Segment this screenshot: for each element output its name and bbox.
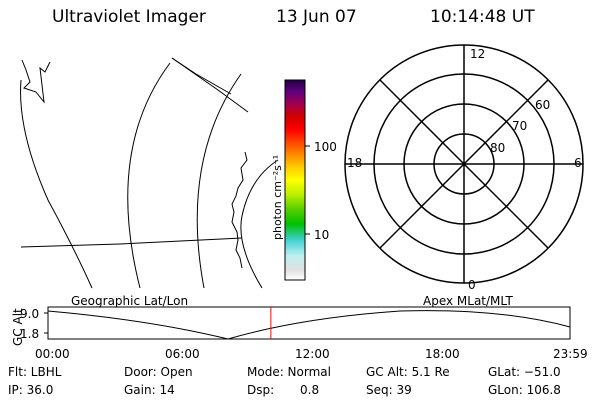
colorbar-unit-label: photon cm⁻²s⁻¹: [271, 154, 284, 240]
polar-lat-60: 60: [535, 98, 551, 112]
coastline-top-left: [21, 59, 51, 104]
apex-frame-label: Apex MLat/MLT: [423, 294, 513, 308]
app-title: Ultraviolet Imager: [52, 7, 206, 27]
timeline-xtick-0000: 00:00: [35, 347, 70, 361]
timeline-xtick-0600: 06:00: [165, 347, 200, 361]
info-dsp-value: 0.8: [300, 383, 320, 397]
polar-diagonal-2: [379, 79, 549, 249]
polar-lat-70: 70: [512, 119, 528, 133]
info-dsp-label: Dsp:: [247, 383, 275, 397]
longitude-line-1: [20, 79, 93, 289]
colorbar: [284, 79, 306, 281]
info-flt: Flt: LBHL: [8, 365, 62, 379]
longitude-line-4: [240, 159, 279, 289]
timeline-xtick-1800: 18:00: [425, 347, 460, 361]
polar-label-18: 18: [347, 156, 363, 170]
info-gc-alt: GC Alt: 5.1 Re: [366, 365, 450, 379]
polar-plot: [344, 44, 584, 284]
colorbar-ticks: [305, 145, 310, 235]
geographic-frame-label: Geographic Lat/Lon: [71, 294, 189, 308]
timeline-ytick-min: 1.8: [20, 327, 40, 341]
time-label: 10:14:48 UT: [430, 7, 535, 27]
info-glat: GLat: −51.0: [488, 365, 561, 379]
timeline-xtick-2359: 23:59: [553, 347, 588, 361]
info-door: Door: Open: [124, 365, 193, 379]
timeline-ytick-max: 9.0: [20, 307, 40, 321]
geographic-map: [20, 57, 279, 289]
polar-label-0: 0: [468, 278, 476, 292]
polar-label-6: 6: [574, 156, 582, 170]
longitude-line-3: [196, 73, 242, 289]
altitude-curve: [47, 310, 571, 340]
timeline-panel: [44, 306, 571, 340]
colorbar-tick-10: 10: [314, 228, 330, 242]
info-seq: Seq: 39: [366, 383, 412, 397]
timeline-xtick-1200: 12:00: [295, 347, 330, 361]
date-label: 13 Jun 07: [276, 7, 357, 27]
colorbar-tick-100: 100: [314, 140, 337, 154]
info-glon: GLon: 106.8: [488, 383, 561, 397]
info-gain: Gain: 14: [124, 383, 175, 397]
latitude-line-2: [171, 57, 232, 95]
latitude-line-3: [20, 237, 243, 248]
polar-label-12: 12: [470, 47, 486, 61]
polar-lat-80: 80: [490, 141, 506, 155]
info-mode: Mode: Normal: [247, 365, 331, 379]
longitude-line-2: [127, 62, 171, 289]
coastline-right: [231, 151, 248, 269]
info-ip: IP: 36.0: [8, 383, 54, 397]
